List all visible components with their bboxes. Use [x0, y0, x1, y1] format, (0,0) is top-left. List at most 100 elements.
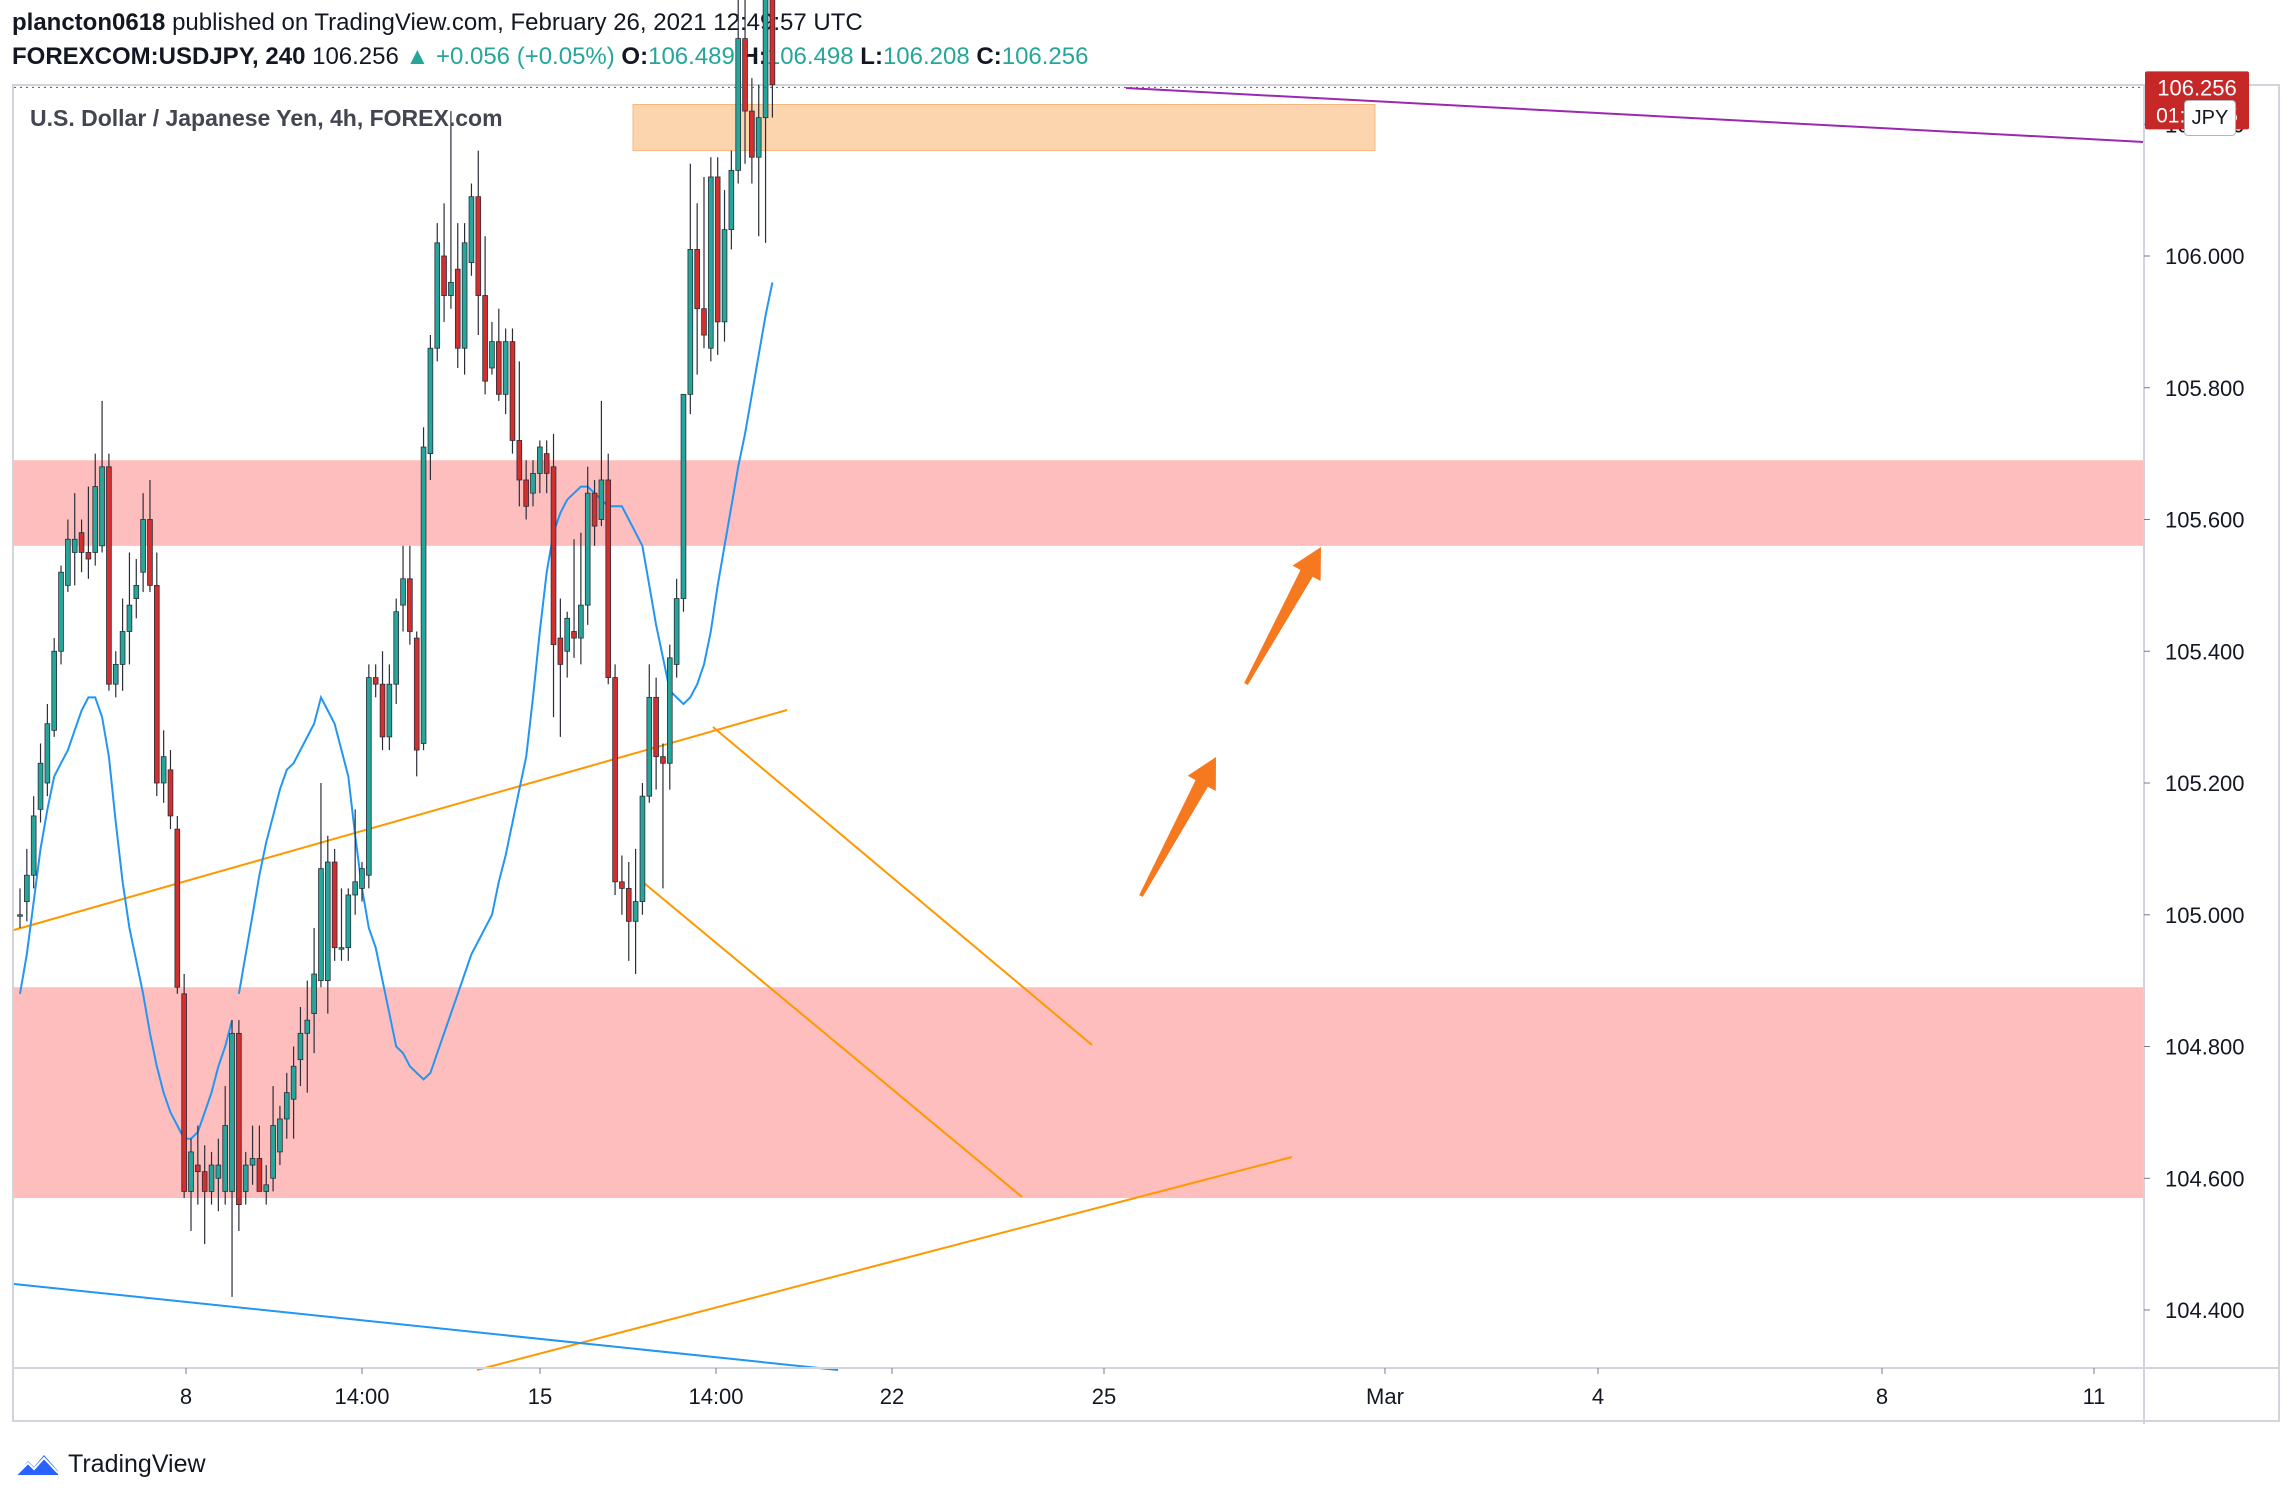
candle-up: [386, 683, 393, 738]
candle-down: [147, 519, 153, 586]
candle-up: [283, 1092, 290, 1120]
candle-up: [434, 242, 441, 349]
candle-up: [632, 901, 639, 922]
candle-down: [660, 756, 666, 764]
candle-up: [667, 657, 673, 764]
price-tick-label: 104.400: [2165, 1298, 2245, 1323]
candle-up: [366, 677, 372, 876]
candle-up: [270, 1125, 276, 1179]
candle-up: [215, 1164, 222, 1179]
up-arrow-icon: [1244, 547, 1321, 685]
candle-up: [24, 874, 30, 902]
candle-up: [119, 631, 126, 665]
time-tick-label: 8: [1876, 1384, 1888, 1409]
price-tick-label: 105.000: [2165, 903, 2245, 928]
candle-down: [167, 769, 174, 817]
candle-down: [591, 492, 598, 527]
time-tick-label: 15: [528, 1384, 552, 1409]
candle-up: [37, 762, 44, 810]
candle-up: [277, 1118, 283, 1153]
candle-up: [489, 341, 495, 369]
price-change: ▲ +0.056 (+0.05%): [405, 43, 615, 70]
candle-down: [653, 696, 659, 758]
time-tick-label: 14:00: [688, 1384, 743, 1409]
candle-up: [311, 973, 317, 1014]
candle-up: [448, 281, 454, 296]
published-text: published on TradingView.com, February 2…: [172, 9, 863, 36]
support-zone-upper: [14, 460, 2144, 546]
candle-up: [65, 538, 71, 586]
blue-trend-line: [13, 1283, 839, 1371]
candle-up: [297, 1032, 304, 1061]
footer-brand-text: TradingView: [68, 1449, 206, 1478]
up-arrow-icon: [1139, 757, 1216, 897]
candle-up: [598, 479, 605, 520]
price-tick-label: 104.800: [2165, 1035, 2245, 1060]
currency-button[interactable]: JPY: [2184, 100, 2236, 136]
candle-up: [160, 756, 167, 784]
candle-up: [58, 571, 64, 652]
candle-down: [236, 1032, 242, 1205]
candle-up: [188, 1151, 194, 1192]
candle-up: [468, 196, 475, 263]
candle-down: [106, 466, 112, 685]
open-label: O:: [621, 43, 649, 70]
candle-down: [454, 268, 461, 349]
candle-up: [126, 604, 133, 632]
candle-down: [543, 453, 550, 474]
candle-up: [564, 617, 570, 652]
candle-up: [537, 446, 543, 474]
candle-up: [133, 584, 140, 599]
chart-frame: [12, 84, 2280, 1422]
time-tick-label: 4: [1592, 1384, 1604, 1409]
price-tick-label: 106.000: [2165, 244, 2245, 269]
ema-line: [237, 282, 774, 1081]
candle-up: [229, 1032, 235, 1192]
candle-up: [92, 486, 99, 553]
candle-down: [571, 631, 577, 639]
flag-lower-line: [643, 882, 1023, 1198]
candle-down: [441, 255, 447, 296]
price-tag-value: 106.256: [2157, 75, 2237, 100]
author-name[interactable]: plancton0618: [12, 9, 166, 36]
candle-up: [721, 229, 728, 323]
footer-brand[interactable]: TradingView: [14, 1446, 206, 1482]
candle-down: [516, 440, 523, 481]
candle-up: [304, 1019, 311, 1034]
candle-up: [530, 472, 536, 494]
candle-down: [174, 828, 181, 988]
candle-down: [85, 552, 92, 560]
candle-down: [495, 341, 502, 395]
candle-down: [749, 110, 755, 158]
candle-up: [208, 1164, 215, 1192]
candle-up: [112, 664, 119, 685]
candle-down: [201, 1171, 208, 1192]
high-value: 106.498: [766, 43, 854, 70]
candle-down: [523, 479, 529, 507]
price-tick-label: 104.600: [2165, 1166, 2245, 1191]
candle-up: [338, 947, 345, 950]
candle-up: [673, 598, 680, 665]
candle-down: [78, 532, 85, 553]
candle-up: [17, 914, 23, 917]
candle-up: [393, 611, 399, 685]
candle-down: [256, 1158, 263, 1192]
close-label: C:: [976, 43, 1002, 70]
candle-down: [605, 479, 612, 679]
candle-up: [584, 492, 591, 606]
chart-title: U.S. Dollar / Japanese Yen, 4h, FOREX.co…: [30, 105, 503, 131]
candle-down: [407, 578, 413, 632]
candle-up: [51, 650, 57, 731]
candle-up: [687, 249, 694, 395]
candle-down: [714, 176, 721, 323]
purple-trend-line: [1125, 87, 2145, 143]
symbol-label: FOREXCOM:USDJPY, 240: [12, 43, 306, 70]
candle-down: [612, 677, 618, 883]
low-label: L:: [860, 43, 883, 70]
candle-up: [680, 393, 687, 599]
candle-up: [420, 446, 427, 744]
flag-upper-line: [712, 726, 1093, 1046]
support-zone-lower: [14, 987, 2144, 1199]
candle-up: [359, 868, 365, 889]
